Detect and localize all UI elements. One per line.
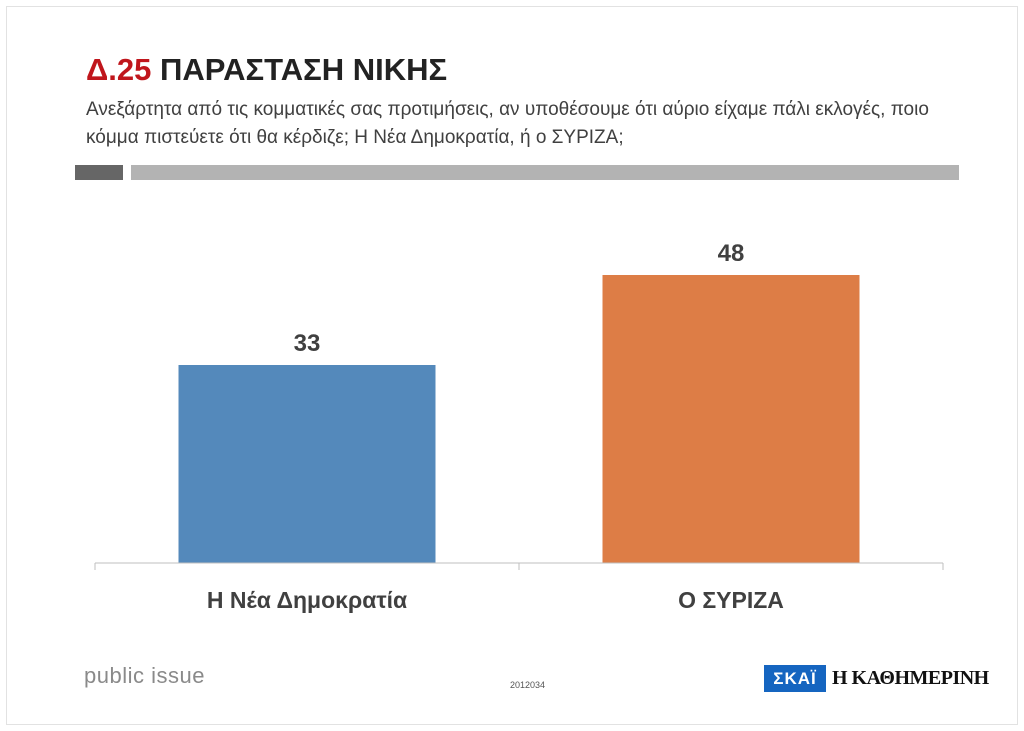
bar-0	[178, 365, 436, 563]
survey-code: 2012034	[510, 680, 546, 690]
category-label-1: Ο ΣΥΡΙΖΑ	[678, 587, 784, 613]
header-rule-dark	[75, 165, 123, 180]
skai-logo: ΣΚΑΪ	[764, 665, 826, 692]
page-title: Δ.25 ΠΑΡΑΣΤΑΣΗ ΝΙΚΗΣ	[86, 52, 447, 88]
data-label-1: 48	[718, 240, 745, 267]
header-rule-light	[131, 165, 959, 180]
question-text: Ανεξάρτητα από τις κομματικές σας προτιμ…	[86, 99, 929, 148]
question-code: Δ.25	[86, 52, 152, 87]
page-border	[6, 6, 1018, 725]
bar-1	[602, 275, 860, 563]
title-text: ΠΑΡΑΣΤΑΣΗ ΝΙΚΗΣ	[160, 52, 448, 87]
kathimerini-logo: Η ΚΑΘΗΜΕΡΙΝΗ	[832, 667, 989, 689]
public-issue-logo: public issue	[84, 663, 205, 688]
category-label-0: Η Νέα Δημοκρατία	[207, 587, 407, 613]
data-label-0: 33	[294, 330, 321, 357]
